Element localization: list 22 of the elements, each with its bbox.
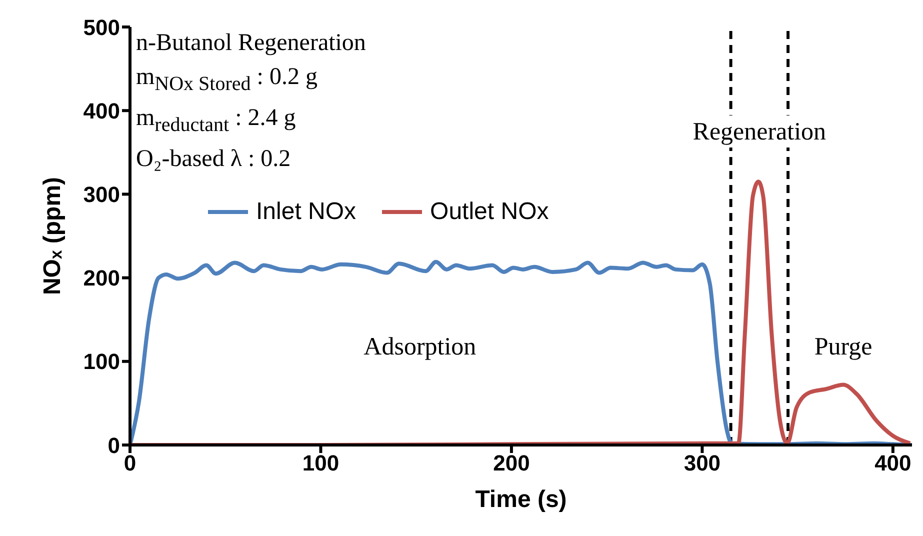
y-axis-title: NOₓ (ppm) bbox=[39, 176, 66, 296]
x-tick-label: 100 bbox=[302, 450, 340, 476]
annotation: m$_{NOx Stored}$ : 0.2 g bbox=[136, 63, 318, 97]
legend-label: Outlet NOx bbox=[430, 198, 549, 226]
x-tick-label: 400 bbox=[874, 450, 912, 476]
annotation: n-Butanol Regeneration bbox=[136, 29, 366, 58]
annotation: Purge bbox=[814, 332, 872, 360]
annotation: m$_{reductant}$ : 2.4 g bbox=[136, 104, 297, 138]
x-tick-label: 300 bbox=[684, 450, 721, 476]
legend-label: Inlet NOx bbox=[256, 198, 356, 226]
y-tick-label: 100 bbox=[83, 349, 120, 374]
y-tick-label: 500 bbox=[83, 14, 120, 40]
x-tick-label: 200 bbox=[493, 450, 530, 476]
y-tick-label: 0 bbox=[108, 432, 120, 458]
y-tick-label: 300 bbox=[83, 182, 120, 208]
y-tick-label: 200 bbox=[83, 266, 120, 291]
x-tick-label: 0 bbox=[124, 450, 136, 476]
y-tick-label: 400 bbox=[83, 98, 120, 124]
x-axis-title: Time (s) bbox=[475, 486, 567, 513]
annotation: Adsorption bbox=[364, 332, 477, 360]
annotation: O₂-based λ : 0.2 bbox=[136, 144, 292, 174]
annotation: Regeneration bbox=[692, 118, 827, 145]
